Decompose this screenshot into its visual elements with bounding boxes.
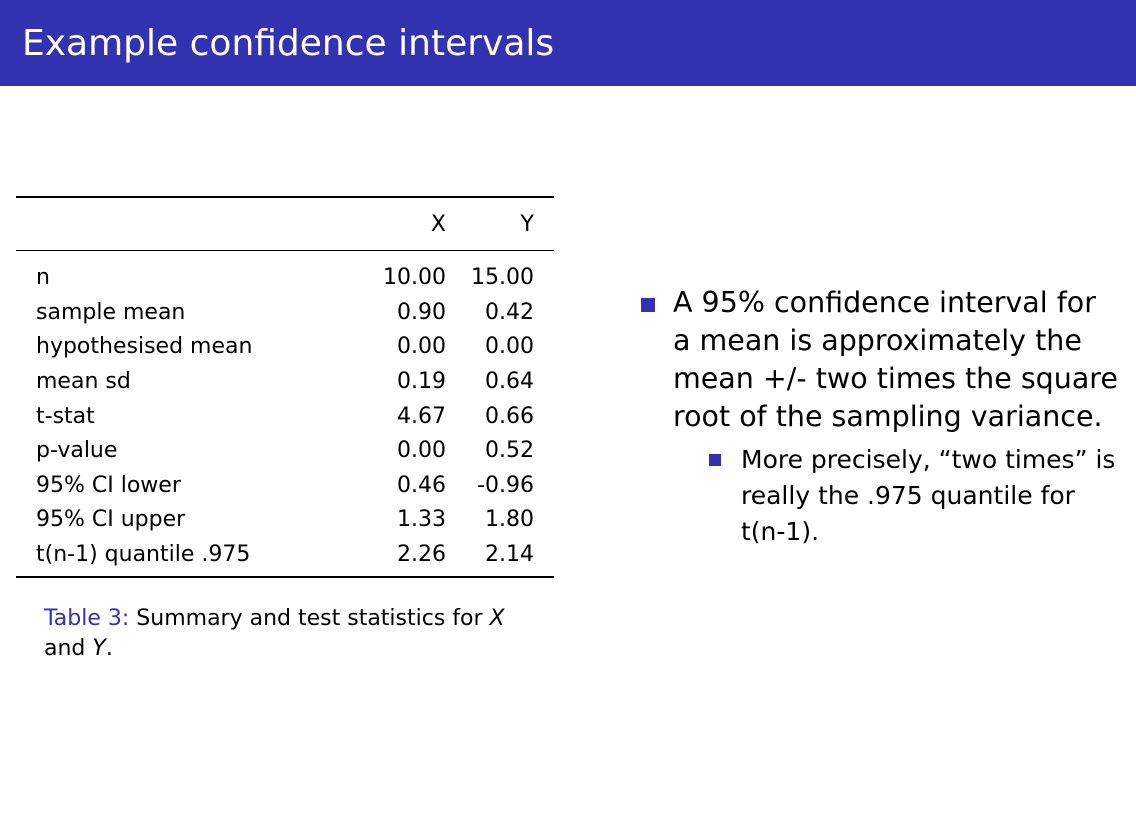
cell-y: -0.96 — [477, 472, 534, 498]
table-row: mean sd 0.19 0.64 — [16, 365, 554, 400]
cell-x: 1.33 — [397, 507, 446, 533]
sub-bullet-square-icon — [709, 454, 721, 466]
caption-and: and — [44, 636, 86, 661]
cell-x: 0.00 — [397, 438, 446, 464]
row-label: 95% CI lower — [36, 472, 181, 498]
cell-x: 0.00 — [397, 334, 446, 360]
caption-label: Table 3: — [44, 606, 130, 631]
table-caption: Table 3: Summary and test statistics for… — [44, 604, 544, 664]
cell-y: 0.00 — [485, 334, 534, 360]
cell-y: 1.80 — [485, 507, 534, 533]
cell-x: 0.19 — [397, 369, 446, 395]
summary-statistics-table: X Y n 10.00 15.00 sample mean 0.90 0.42 … — [16, 196, 554, 579]
caption-text: Summary and test statistics for — [136, 606, 483, 631]
row-label: p-value — [36, 438, 118, 464]
table-row: n 10.00 15.00 — [16, 251, 554, 296]
bullet-list: A 95% confidence interval for a mean is … — [640, 284, 1120, 550]
table-row: 95% CI lower 0.46 -0.96 — [16, 469, 554, 504]
table-row: p-value 0.00 0.52 — [16, 434, 554, 469]
row-label: sample mean — [36, 299, 186, 325]
slide-title: Example confidence intervals — [22, 23, 555, 64]
cell-x: 2.26 — [336, 537, 466, 579]
column-header-x: X — [336, 196, 466, 251]
cell-y: 0.64 — [485, 369, 534, 395]
table-row: hypothesised mean 0.00 0.00 — [16, 330, 554, 365]
row-label: t(n-1) quantile .975 — [16, 537, 336, 579]
row-label: t-stat — [36, 403, 95, 429]
cell-x: 0.46 — [397, 472, 446, 498]
table-row: sample mean 0.90 0.42 — [16, 296, 554, 331]
slide-title-bar: Example confidence intervals — [0, 0, 1136, 86]
table-row: t(n-1) quantile .975 2.26 2.14 — [16, 537, 554, 579]
bullet-item-main: A 95% confidence interval for a mean is … — [640, 284, 1120, 436]
cell-y: 0.42 — [485, 299, 534, 325]
cell-y: 15.00 — [471, 265, 534, 291]
table-row: 95% CI upper 1.33 1.80 — [16, 503, 554, 538]
bullet-square-icon — [641, 298, 655, 312]
cell-x: 0.90 — [397, 299, 446, 325]
table-row: t-stat 4.67 0.66 — [16, 399, 554, 434]
bullet-item-sub: More precisely, “two times” is really th… — [708, 442, 1120, 550]
table-header-row: X Y — [16, 196, 554, 251]
row-label: n — [36, 265, 50, 291]
bullet-main-text: A 95% confidence interval for a mean is … — [673, 286, 1118, 433]
cell-x: 4.67 — [397, 403, 446, 429]
row-label: mean sd — [36, 369, 131, 395]
cell-y: 0.66 — [485, 403, 534, 429]
cell-y: 2.14 — [466, 537, 554, 579]
column-header-label — [16, 196, 336, 251]
row-label: 95% CI upper — [36, 507, 186, 533]
column-header-y: Y — [466, 196, 554, 251]
row-label: hypothesised mean — [36, 334, 253, 360]
cell-y: 0.52 — [485, 438, 534, 464]
caption-var-y: Y — [92, 636, 106, 661]
caption-period: . — [105, 636, 113, 661]
caption-var-x: X — [489, 606, 505, 631]
bullet-sub-text: More precisely, “two times” is really th… — [741, 445, 1116, 546]
cell-x: 10.00 — [383, 265, 446, 291]
